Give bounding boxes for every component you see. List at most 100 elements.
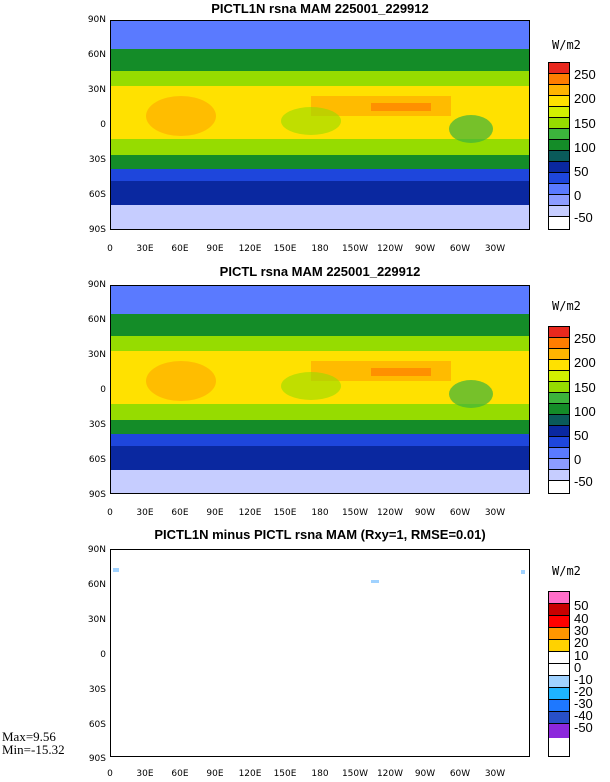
lon-axis: 0 30E 60E 90E 120E 150E 180 150W 120W 90… — [0, 244, 610, 256]
lon-label: 60W — [449, 244, 471, 254]
colorbar-label: 100 — [574, 404, 596, 419]
lat-label: 30S — [88, 420, 106, 430]
lon-label: 180 — [311, 769, 329, 779]
lat-label: 30S — [88, 685, 106, 695]
lat-label: 30N — [87, 615, 106, 625]
lon-label: 180 — [311, 508, 329, 518]
lon-label: 60E — [171, 769, 189, 779]
colorbar-label: 250 — [574, 67, 596, 82]
colorbar-label: 50 — [574, 428, 589, 443]
colorbar-label: -40 — [574, 708, 593, 723]
lon-label: 150E — [273, 769, 297, 779]
lat-label: 60N — [87, 315, 106, 325]
lat-label: 90N — [87, 15, 106, 25]
colorbar — [548, 62, 570, 230]
lon-label: 30W — [484, 508, 506, 518]
lon-label: 30W — [484, 244, 506, 254]
lat-label: 60S — [88, 455, 106, 465]
colorbar — [548, 591, 570, 757]
lat-label: 30N — [87, 85, 106, 95]
colorbar-label: 250 — [574, 331, 596, 346]
lat-label: 90N — [87, 280, 106, 290]
field-map — [111, 21, 529, 229]
lon-label: 150W — [341, 769, 369, 779]
lon-label: 90E — [206, 508, 224, 518]
lon-label: 120W — [376, 244, 404, 254]
lon-label: 90W — [414, 769, 436, 779]
lat-label: 60S — [88, 720, 106, 730]
lon-label: 150E — [273, 508, 297, 518]
map-plot — [110, 285, 530, 494]
units-label: W/m2 — [552, 38, 581, 52]
colorbar-label: -50 — [574, 474, 593, 489]
colorbar-label: 20 — [574, 635, 589, 650]
lat-label: 0 — [100, 650, 106, 660]
colorbar — [548, 326, 570, 494]
field-map — [111, 550, 529, 756]
colorbar-label: 150 — [574, 116, 596, 131]
lat-label: 90S — [88, 225, 106, 235]
lat-label: 90S — [88, 754, 106, 764]
lon-label: 30E — [136, 508, 154, 518]
map-plot — [110, 20, 530, 230]
colorbar-label: 200 — [574, 91, 596, 106]
lat-label: 30S — [88, 155, 106, 165]
lon-label: 90E — [206, 244, 224, 254]
colorbar-label: 150 — [574, 380, 596, 395]
lon-label: 60E — [171, 244, 189, 254]
lat-label: 60N — [87, 580, 106, 590]
lon-label: 90W — [414, 244, 436, 254]
map-plot — [110, 549, 530, 757]
colorbar-label: 100 — [574, 140, 596, 155]
colorbar-label: 40 — [574, 611, 589, 626]
lat-label: 0 — [100, 385, 106, 395]
colorbar-label: 0 — [574, 188, 582, 203]
lon-label: 120E — [238, 508, 262, 518]
units-label: W/m2 — [552, 564, 581, 578]
lon-label: 60W — [449, 508, 471, 518]
colorbar-label: 30 — [574, 623, 589, 638]
colorbar-label: -20 — [574, 684, 593, 699]
lat-label: 60N — [87, 50, 106, 60]
colorbar-label: 50 — [574, 164, 589, 179]
lon-label: 120W — [376, 769, 404, 779]
max-value: Max=9.56 — [2, 729, 56, 744]
lon-label: 0 — [107, 769, 113, 779]
lon-label: 180 — [311, 244, 329, 254]
panel-title: PICTL rsna MAM 225001_229912 — [219, 264, 421, 279]
lat-label: 60S — [88, 190, 106, 200]
colorbar-label: 200 — [574, 355, 596, 370]
lon-label: 60W — [449, 769, 471, 779]
lon-axis: 0 30E 60E 90E 120E 150E 180 150W 120W 90… — [0, 508, 610, 520]
lon-label: 120W — [376, 508, 404, 518]
lon-label: 60E — [171, 508, 189, 518]
colorbar-label: 0 — [574, 660, 582, 675]
lat-label: 30N — [87, 350, 106, 360]
lon-label: 120E — [238, 244, 262, 254]
lon-label: 150E — [273, 244, 297, 254]
colorbar-label: -50 — [574, 210, 593, 225]
lon-label: 0 — [107, 244, 113, 254]
min-value: Min=-15.32 — [2, 742, 65, 757]
colorbar-label: -10 — [574, 672, 593, 687]
lon-axis: 0 30E 60E 90E 120E 150E 180 150W 120W 90… — [0, 769, 610, 781]
colorbar-label: -50 — [574, 720, 593, 735]
lon-label: 150W — [341, 508, 369, 518]
panel-title: PICTL1N minus PICTL rsna MAM (Rxy=1, RMS… — [154, 527, 486, 542]
panel-title: PICTL1N rsna MAM 225001_229912 — [211, 1, 429, 16]
lon-label: 30E — [136, 769, 154, 779]
lat-label: 90N — [87, 545, 106, 555]
lon-label: 30W — [484, 769, 506, 779]
lon-label: 90E — [206, 769, 224, 779]
lat-label: 0 — [100, 120, 106, 130]
colorbar-label: 50 — [574, 598, 589, 613]
lon-label: 150W — [341, 244, 369, 254]
lon-label: 90W — [414, 508, 436, 518]
lon-label: 0 — [107, 508, 113, 518]
units-label: W/m2 — [552, 299, 581, 313]
lat-label: 90S — [88, 490, 106, 500]
colorbar-label: -30 — [574, 696, 593, 711]
lon-label: 30E — [136, 244, 154, 254]
field-map — [111, 286, 529, 493]
lon-label: 120E — [238, 769, 262, 779]
